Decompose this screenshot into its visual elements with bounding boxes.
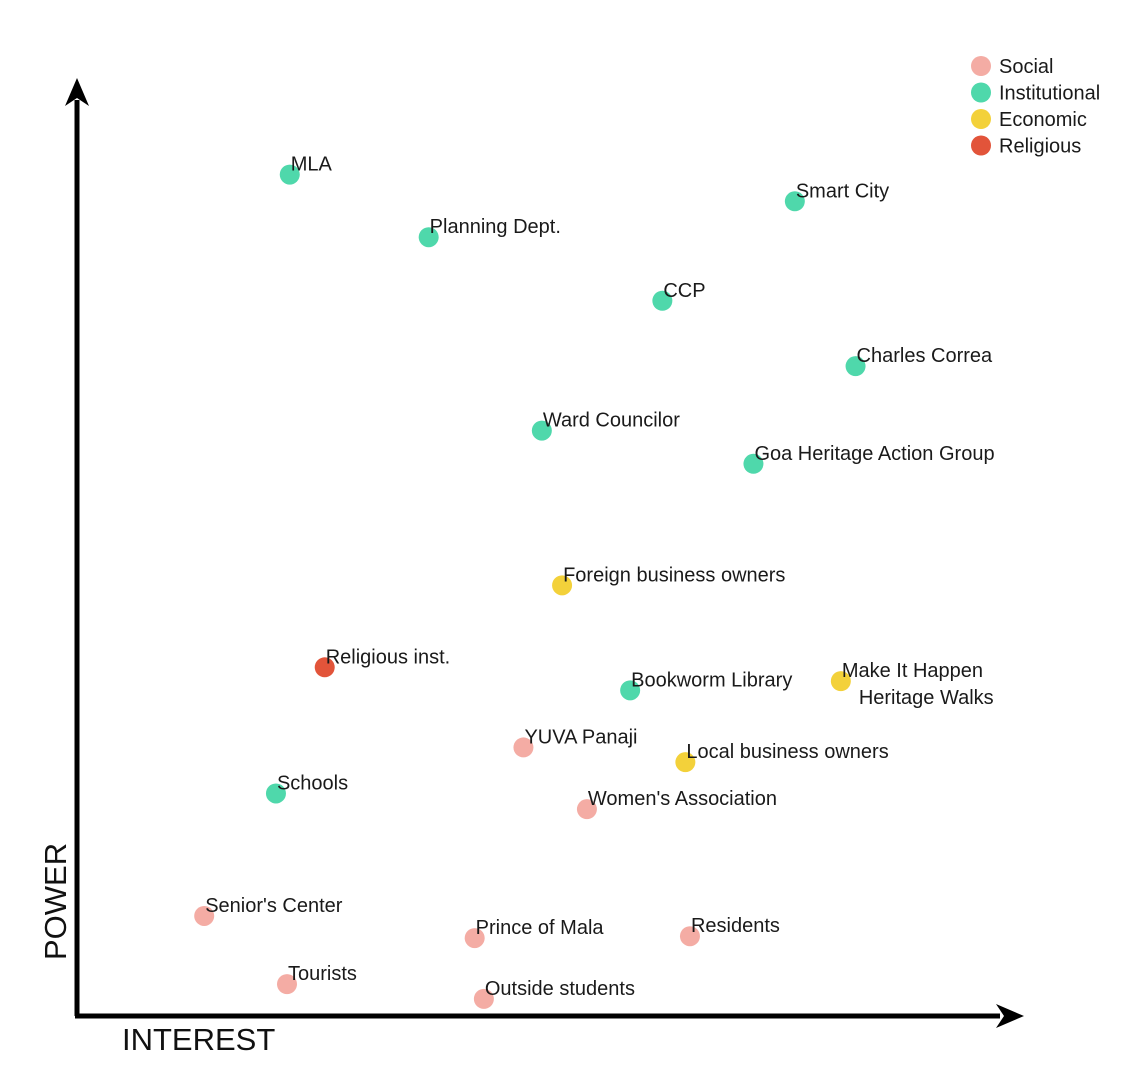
point-ward-councilor: Ward Councilor bbox=[531, 410, 680, 441]
point-marker bbox=[675, 752, 696, 773]
point-marker bbox=[277, 974, 297, 995]
point-marker bbox=[576, 799, 597, 820]
point-label: Schools bbox=[277, 772, 348, 794]
point-marker bbox=[265, 783, 286, 804]
point-marker bbox=[784, 191, 805, 212]
point-goa-heritage-action-group: Goa Heritage Action Group bbox=[743, 443, 995, 474]
data-points: MLA Smart City Planning Dept. CCP Charles Co… bbox=[194, 154, 995, 1009]
point-charles-correa: Charles Correa bbox=[845, 345, 993, 377]
point-label: Make It Happen Heritage Walks bbox=[842, 660, 994, 709]
legend-item-social: Social bbox=[971, 56, 1053, 78]
point-bookworm-library: Bookworm Library bbox=[620, 669, 792, 701]
point-prince-of-mala: Prince of Mala bbox=[464, 917, 605, 949]
point-marker bbox=[552, 575, 573, 596]
point-marker bbox=[531, 420, 552, 441]
legend-item-economic: Economic bbox=[971, 109, 1087, 131]
point-marker bbox=[845, 356, 866, 377]
y-axis-arrowhead bbox=[65, 78, 89, 106]
point-label: Charles Correa bbox=[857, 345, 993, 367]
point-label: YUVA Panaji bbox=[524, 726, 637, 748]
point-marker bbox=[314, 657, 335, 678]
legend-item-institutional: Institutional bbox=[971, 82, 1100, 105]
legend: Social Institutional Economic Religious bbox=[971, 56, 1100, 158]
legend-label: Religious bbox=[999, 136, 1081, 158]
legend-label: Economic bbox=[999, 109, 1087, 131]
legend-swatch bbox=[971, 135, 991, 156]
point-marker bbox=[830, 671, 851, 692]
point-label: Planning Dept. bbox=[430, 216, 561, 238]
point-label: Tourists bbox=[288, 963, 357, 985]
point-planning-dept: Planning Dept. bbox=[418, 216, 561, 248]
point-label: Foreign business owners bbox=[563, 564, 785, 586]
point-marker bbox=[679, 926, 700, 947]
point-label: MLA bbox=[291, 154, 333, 176]
point-smart-city: Smart City bbox=[784, 180, 889, 212]
point-label: Bookworm Library bbox=[631, 669, 792, 691]
legend-item-religious: Religious bbox=[971, 135, 1081, 158]
point-marker bbox=[652, 290, 673, 311]
point-marker bbox=[473, 988, 494, 1009]
point-label: Religious inst. bbox=[326, 646, 451, 668]
point-marker bbox=[743, 453, 764, 474]
legend-label: Institutional bbox=[999, 83, 1100, 105]
x-axis-label: INTEREST bbox=[122, 1022, 275, 1057]
point-label: Outside students bbox=[485, 978, 635, 1000]
point-tourists: Tourists bbox=[277, 963, 357, 995]
point-label: Smart City bbox=[796, 180, 889, 202]
point-marker bbox=[194, 905, 215, 926]
point-outside-students: Outside students bbox=[473, 978, 635, 1009]
point-women-s-association: Women's Association bbox=[576, 788, 777, 820]
y-axis-label: POWER bbox=[38, 843, 73, 960]
legend-swatch bbox=[971, 109, 991, 129]
point-marker bbox=[464, 928, 485, 949]
point-label: Local business owners bbox=[686, 741, 888, 763]
legend-swatch bbox=[971, 56, 991, 76]
point-label: Ward Councilor bbox=[543, 410, 680, 432]
point-marker bbox=[418, 227, 439, 248]
point-label: Goa Heritage Action Group bbox=[754, 443, 994, 465]
point-foreign-business-owners: Foreign business owners bbox=[552, 564, 785, 596]
point-yuva-panaji: YUVA Panaji bbox=[513, 726, 637, 758]
point-label: Prince of Mala bbox=[476, 917, 605, 939]
axes: INTEREST POWER bbox=[38, 78, 1024, 1057]
point-residents: Residents bbox=[679, 915, 780, 947]
point-local-business-owners: Local business owners bbox=[675, 741, 889, 773]
point-marker bbox=[513, 737, 534, 758]
x-axis-arrowhead bbox=[996, 1004, 1024, 1028]
point-religious-inst: Religious inst. bbox=[314, 646, 451, 678]
point-label: Residents bbox=[691, 915, 780, 937]
point-senior-s-center: Senior's Center bbox=[194, 895, 343, 926]
point-ccp: CCP bbox=[652, 280, 706, 311]
point-marker bbox=[620, 680, 641, 701]
point-schools: Schools bbox=[265, 772, 348, 804]
point-label: Women's Association bbox=[588, 788, 777, 810]
point-marker bbox=[279, 164, 300, 185]
legend-label: Social bbox=[999, 56, 1053, 78]
point-label: CCP bbox=[663, 280, 705, 302]
point-mla: MLA bbox=[279, 154, 333, 185]
legend-swatch bbox=[971, 82, 991, 103]
point-label: Senior's Center bbox=[205, 895, 343, 917]
point-make-it-happen-heritage-walks: Make It Happen Heritage Walks bbox=[830, 660, 994, 709]
